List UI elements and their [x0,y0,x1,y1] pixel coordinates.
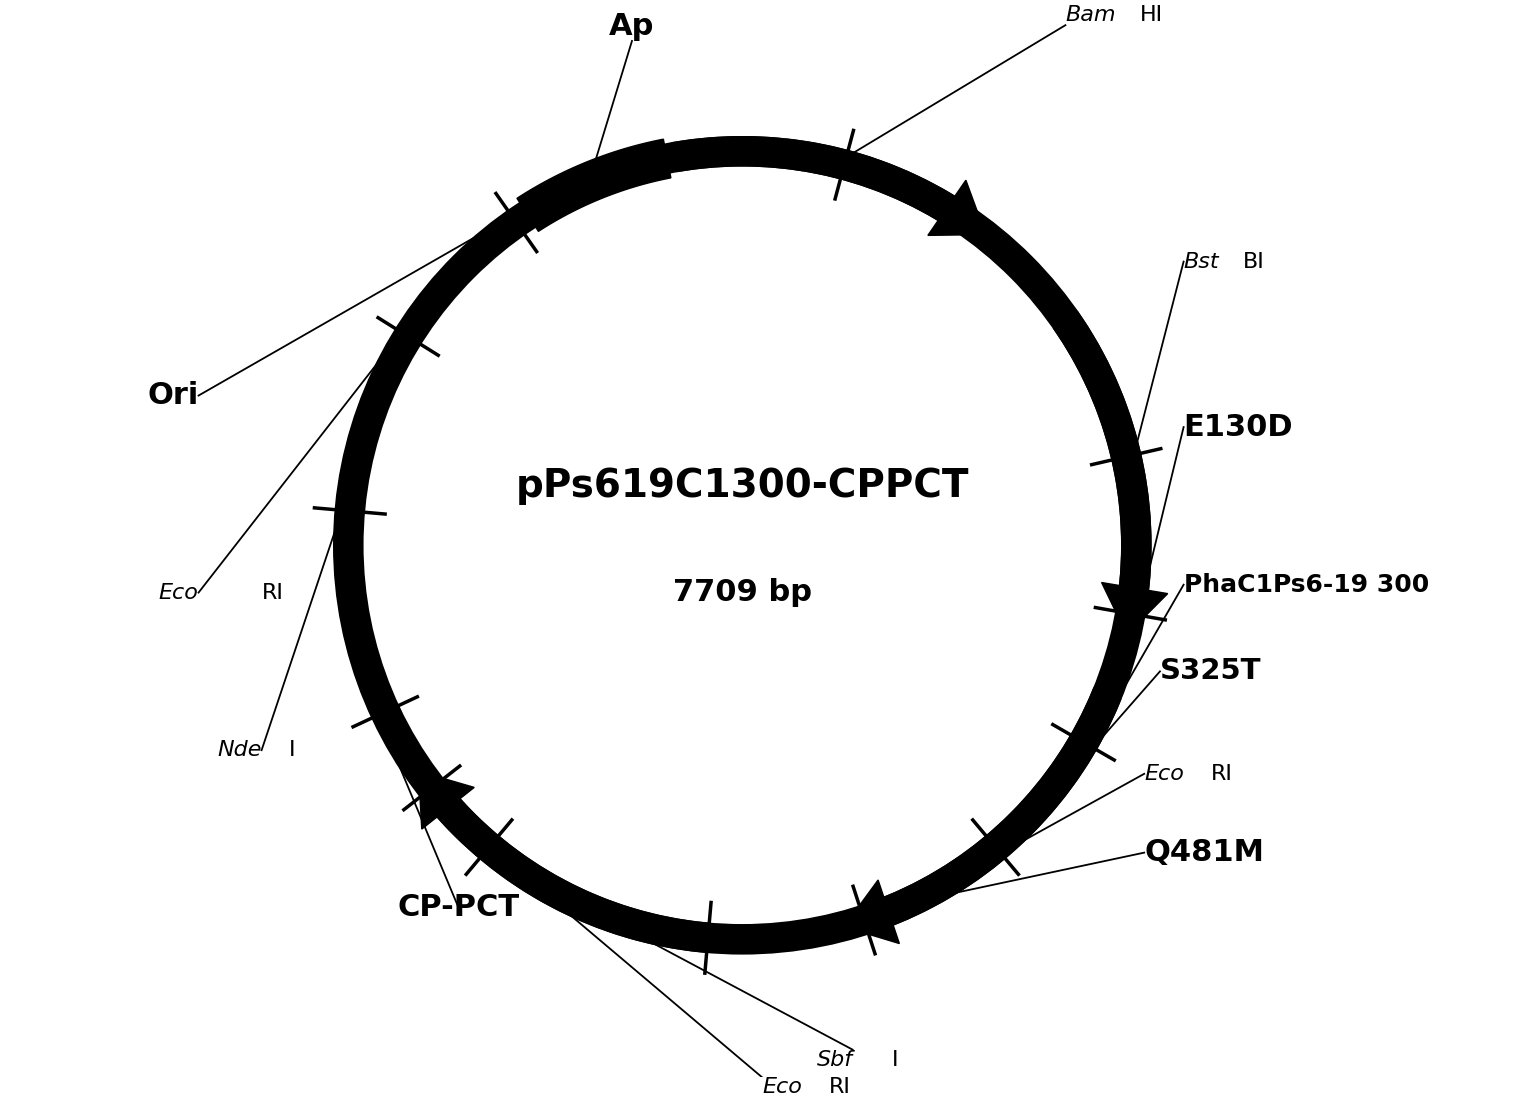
Text: RI: RI [829,1077,850,1097]
Text: pPs619C1300-CPPCT: pPs619C1300-CPPCT [515,468,969,505]
Text: RI: RI [1212,763,1233,784]
Polygon shape [517,140,671,231]
Text: I: I [290,740,296,760]
Text: Q481M: Q481M [1145,838,1265,867]
Text: PhaC1Ps6-19 300: PhaC1Ps6-19 300 [1184,573,1430,596]
Text: I: I [892,1049,899,1069]
Text: HI: HI [1140,6,1163,25]
Polygon shape [844,880,899,944]
Text: CP-PCT: CP-PCT [398,893,520,922]
Text: Nde: Nde [216,740,262,760]
Text: Eco: Eco [1145,763,1184,784]
Polygon shape [1102,583,1167,635]
Text: Eco: Eco [762,1077,802,1097]
Text: Bst: Bst [1184,252,1219,272]
Polygon shape [419,771,474,829]
Text: Ori: Ori [148,381,198,410]
Text: E130D: E130D [1184,412,1294,441]
Text: RI: RI [262,583,283,603]
Text: S325T: S325T [1160,658,1262,685]
Text: Ap: Ap [610,12,655,41]
Text: Bam: Bam [1065,6,1116,25]
Text: 7709 bp: 7709 bp [672,579,812,607]
Text: Sbf: Sbf [817,1049,852,1069]
Text: BI: BI [1242,252,1265,272]
Text: Eco: Eco [158,583,198,603]
Polygon shape [928,180,986,235]
